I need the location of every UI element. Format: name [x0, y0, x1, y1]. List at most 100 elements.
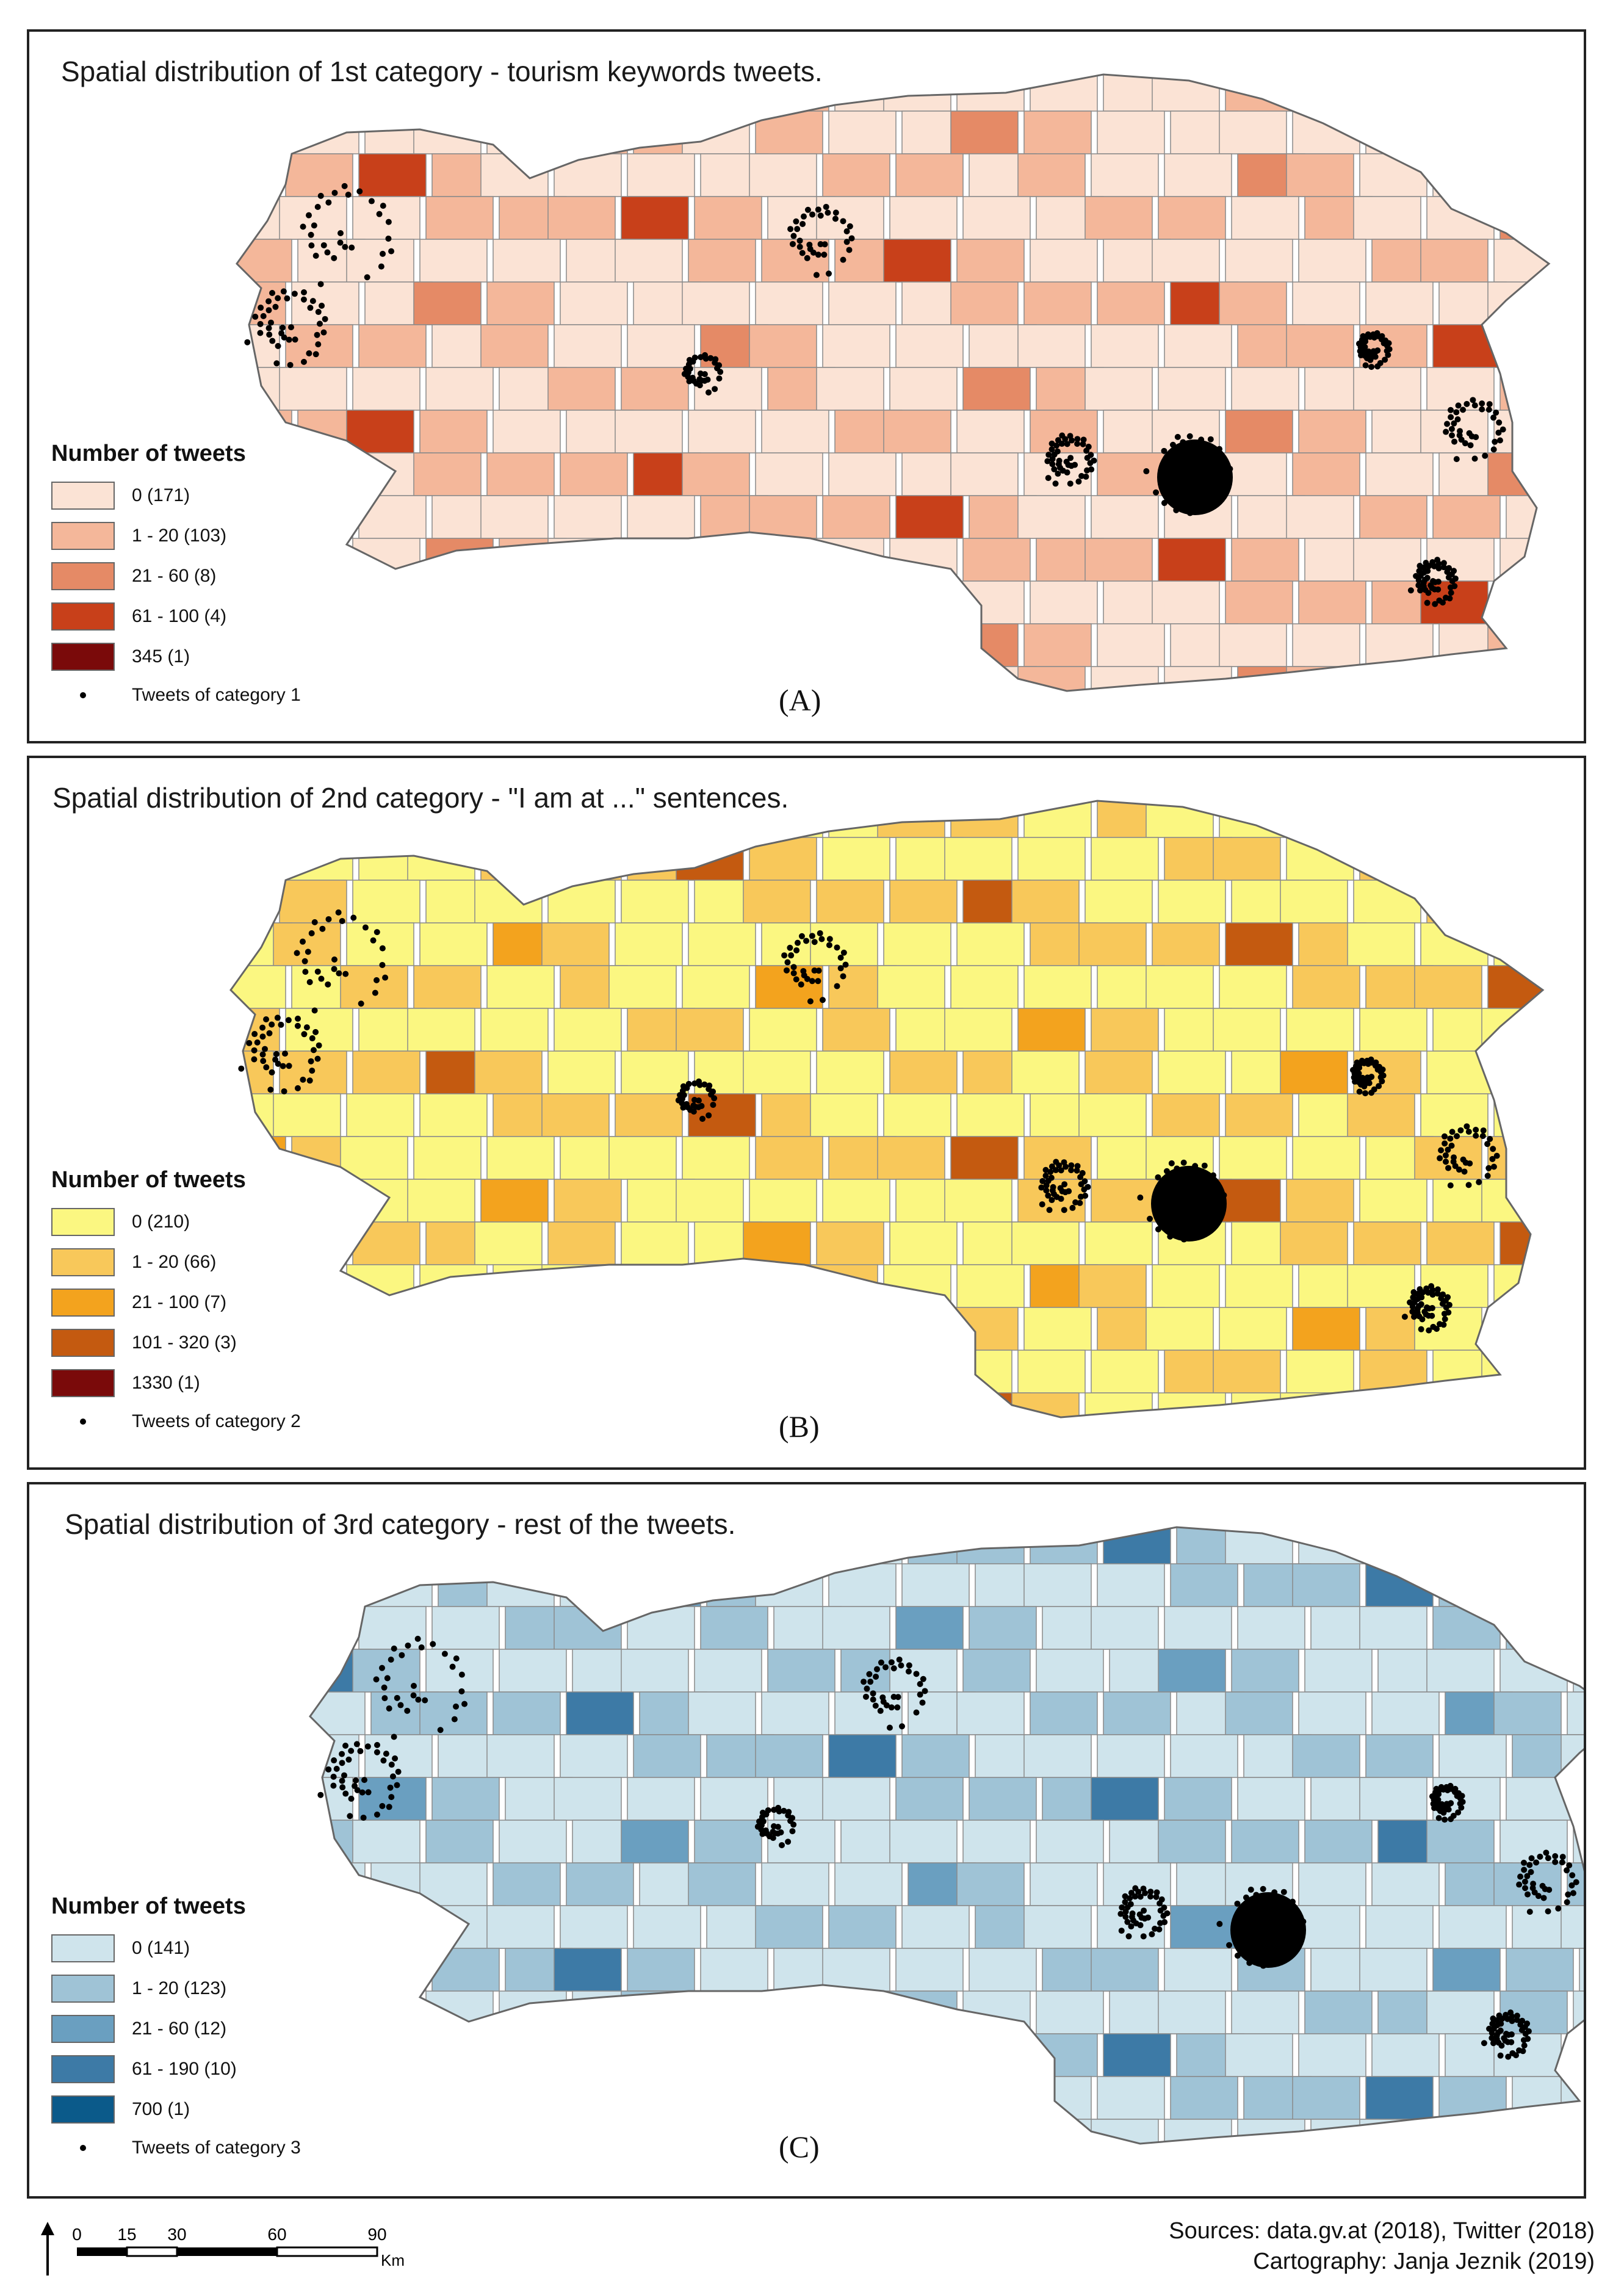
municipality	[1426, 1990, 1495, 2034]
legend-swatch	[51, 2015, 115, 2043]
municipality	[1231, 367, 1299, 411]
municipality	[407, 1008, 475, 1052]
municipality	[639, 2033, 707, 2077]
municipality	[1438, 1563, 1507, 1607]
municipality	[621, 538, 689, 582]
municipality	[547, 196, 616, 240]
municipality	[1487, 452, 1549, 496]
municipality	[944, 1008, 1012, 1052]
municipality	[1091, 495, 1159, 539]
municipality	[560, 801, 628, 838]
municipality	[743, 880, 811, 924]
legend: Number of tweets 0 (171) 1 - 20 (103) 21…	[51, 441, 301, 714]
municipality	[297, 74, 366, 112]
municipality	[1365, 801, 1434, 838]
municipality	[547, 1392, 616, 1417]
municipality	[1359, 1179, 1427, 1223]
municipality	[560, 2076, 628, 2120]
municipality	[419, 1264, 488, 1308]
municipality	[1506, 666, 1549, 691]
municipality	[499, 1990, 567, 2034]
municipality	[1225, 1527, 1293, 1564]
municipality	[486, 965, 555, 1009]
municipality	[761, 580, 829, 624]
tweet-dot-icon	[51, 692, 115, 698]
legend-swatch	[51, 1975, 115, 2003]
municipality	[419, 922, 488, 966]
municipality	[1371, 2033, 1440, 2077]
municipality	[364, 1905, 433, 1949]
municipality	[413, 110, 482, 154]
municipality	[975, 2076, 1043, 2120]
municipality	[816, 538, 884, 582]
municipality	[749, 495, 817, 539]
municipality	[419, 239, 488, 283]
municipality	[1152, 1093, 1220, 1137]
municipality	[816, 367, 884, 411]
municipality	[1091, 1948, 1159, 1992]
municipality	[822, 1606, 890, 1650]
legend-swatch	[51, 1248, 115, 1276]
municipality	[1023, 2076, 1092, 2120]
legend: Number of tweets 0 (141) 1 - 20 (123) 21…	[51, 1893, 301, 2166]
municipality	[566, 1691, 634, 1735]
municipality	[889, 1820, 958, 1863]
map-title: Spatial distribution of 3rd category - r…	[65, 1508, 736, 1540]
municipality	[962, 1649, 1031, 1693]
municipality	[1493, 1862, 1562, 1906]
municipality	[834, 1862, 903, 1906]
municipality	[352, 1050, 420, 1094]
municipality	[1225, 1691, 1293, 1735]
municipality	[1237, 666, 1305, 691]
municipality	[1170, 2076, 1238, 2120]
municipality	[688, 74, 756, 112]
municipality	[816, 196, 884, 240]
municipality	[1030, 1691, 1098, 1735]
municipality	[1353, 196, 1421, 240]
municipality	[499, 1649, 567, 1693]
municipality	[1353, 538, 1421, 582]
municipality	[1438, 1734, 1507, 1778]
municipality	[1365, 110, 1434, 154]
legend-swatch	[51, 1289, 115, 1317]
municipality	[755, 110, 823, 154]
municipality	[1292, 965, 1360, 1009]
municipality	[608, 1307, 677, 1351]
scale-tick-label: 30	[167, 2225, 186, 2244]
municipality	[493, 2033, 561, 2077]
municipality	[700, 666, 768, 691]
municipality	[1164, 324, 1232, 368]
municipality	[310, 1527, 366, 1564]
legend-item: 21 - 60 (8)	[51, 556, 301, 596]
municipality	[761, 1862, 829, 1906]
municipality	[1103, 2033, 1171, 2077]
municipality	[828, 110, 897, 154]
municipality	[1365, 1905, 1434, 1949]
municipality	[419, 1691, 488, 1735]
municipality	[889, 1990, 958, 2034]
municipality	[1164, 666, 1232, 691]
legend-label: 0 (171)	[132, 485, 190, 505]
municipality	[1499, 538, 1549, 582]
municipality	[1499, 1221, 1543, 1265]
municipality	[237, 74, 292, 112]
municipality	[621, 880, 689, 924]
municipality	[1365, 1563, 1434, 1607]
municipality	[346, 1093, 414, 1137]
municipality	[682, 965, 750, 1009]
municipality	[895, 1948, 964, 1992]
municipality	[1036, 1820, 1104, 1863]
municipality	[761, 1527, 829, 1564]
municipality	[352, 367, 420, 411]
municipality	[810, 1093, 878, 1137]
municipality	[621, 367, 689, 411]
municipality	[1219, 623, 1287, 667]
municipality	[1353, 880, 1421, 924]
legend-label: 0 (141)	[132, 1938, 190, 1958]
municipality	[1164, 1777, 1232, 1821]
municipality	[310, 1563, 359, 1607]
municipality	[1493, 1527, 1562, 1564]
municipality	[1292, 1307, 1360, 1351]
municipality	[1298, 2033, 1366, 2077]
municipality	[1036, 1990, 1104, 2034]
